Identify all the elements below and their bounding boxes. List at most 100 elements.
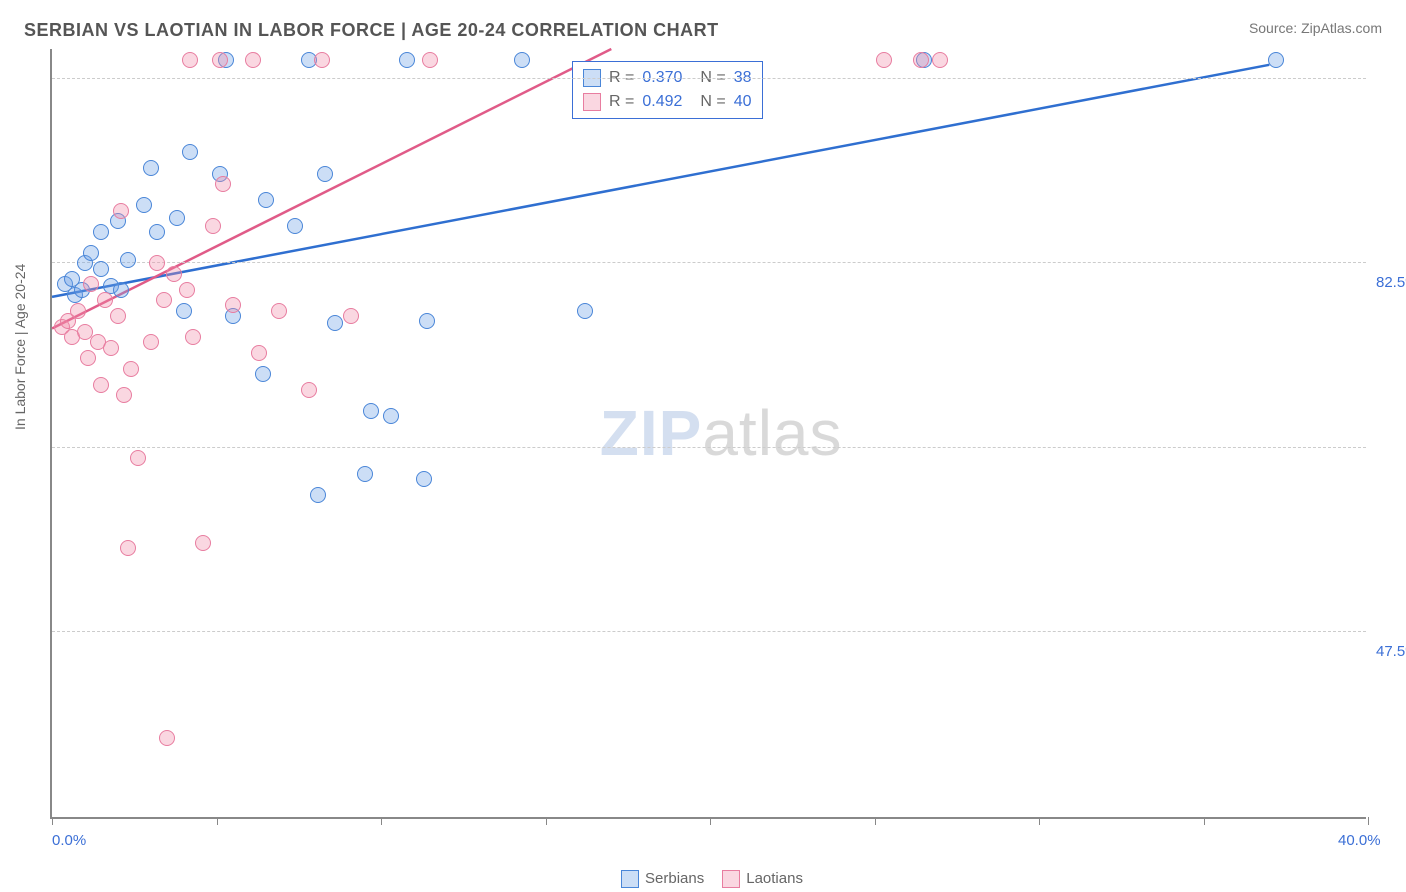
data-point [913, 52, 929, 68]
legend-swatch [583, 93, 601, 111]
x-tick [381, 817, 382, 825]
x-tick [52, 817, 53, 825]
legend-row: R = 0.492 N = 40 [583, 90, 752, 114]
data-point [301, 382, 317, 398]
data-point [130, 450, 146, 466]
data-point [159, 730, 175, 746]
y-tick-label: 82.5% [1376, 274, 1406, 291]
data-point [514, 52, 530, 68]
data-point [258, 192, 274, 208]
gridline [52, 447, 1366, 448]
x-tick [217, 817, 218, 825]
data-point [225, 297, 241, 313]
data-point [422, 52, 438, 68]
legend-r-label: R = [609, 90, 634, 114]
data-point [182, 52, 198, 68]
trend-line [52, 49, 611, 329]
data-point [156, 292, 172, 308]
legend-n-label: N = [700, 90, 725, 114]
data-point [577, 303, 593, 319]
data-point [83, 276, 99, 292]
data-point [149, 255, 165, 271]
data-point [287, 218, 303, 234]
data-point [251, 345, 267, 361]
x-tick-label: 40.0% [1338, 832, 1381, 849]
data-point [185, 329, 201, 345]
chart-source: Source: ZipAtlas.com [1249, 20, 1382, 36]
x-tick [875, 817, 876, 825]
data-point [399, 52, 415, 68]
plot-area: ZIPatlas R =0.370N =38R =0.492N =40 47.5… [50, 49, 1366, 819]
data-point [93, 224, 109, 240]
data-point [143, 334, 159, 350]
data-point [317, 166, 333, 182]
data-point [271, 303, 287, 319]
data-point [1268, 52, 1284, 68]
data-point [166, 266, 182, 282]
data-point [205, 218, 221, 234]
bottom-legend-label: Laotians [746, 870, 803, 887]
y-axis-label: In Labor Force | Age 20-24 [12, 264, 28, 430]
header: SERBIAN VS LAOTIAN IN LABOR FORCE | AGE … [0, 0, 1406, 49]
watermark-part2: atlas [702, 397, 842, 469]
data-point [120, 252, 136, 268]
gridline [52, 631, 1366, 632]
bottom-legend-swatch [621, 870, 639, 888]
data-point [383, 408, 399, 424]
data-point [93, 377, 109, 393]
data-point [116, 387, 132, 403]
data-point [419, 313, 435, 329]
gridline [52, 262, 1366, 263]
data-point [113, 282, 129, 298]
data-point [97, 292, 113, 308]
data-point [245, 52, 261, 68]
data-point [343, 308, 359, 324]
data-point [255, 366, 271, 382]
x-tick [546, 817, 547, 825]
data-point [195, 535, 211, 551]
data-point [314, 52, 330, 68]
x-tick [1039, 817, 1040, 825]
data-point [182, 144, 198, 160]
data-point [110, 308, 126, 324]
data-point [363, 403, 379, 419]
data-point [327, 315, 343, 331]
data-point [932, 52, 948, 68]
data-point [83, 245, 99, 261]
data-point [136, 197, 152, 213]
chart-container: SERBIAN VS LAOTIAN IN LABOR FORCE | AGE … [0, 0, 1406, 892]
data-point [212, 52, 228, 68]
legend-n-value: 40 [734, 90, 752, 114]
bottom-legend: SerbiansLaotians [0, 870, 1406, 888]
chart-title: SERBIAN VS LAOTIAN IN LABOR FORCE | AGE … [24, 20, 719, 41]
data-point [357, 466, 373, 482]
data-point [215, 176, 231, 192]
data-point [179, 282, 195, 298]
data-point [876, 52, 892, 68]
data-point [103, 340, 119, 356]
data-point [120, 540, 136, 556]
data-point [93, 261, 109, 277]
x-tick [1368, 817, 1369, 825]
stats-legend-box: R =0.370N =38R =0.492N =40 [572, 61, 763, 119]
data-point [143, 160, 159, 176]
trend-lines [52, 49, 1368, 819]
data-point [176, 303, 192, 319]
data-point [80, 350, 96, 366]
data-point [149, 224, 165, 240]
data-point [416, 471, 432, 487]
data-point [113, 203, 129, 219]
data-point [310, 487, 326, 503]
x-tick-label: 0.0% [52, 832, 86, 849]
watermark: ZIPatlas [600, 396, 843, 470]
data-point [123, 361, 139, 377]
data-point [169, 210, 185, 226]
x-tick [1204, 817, 1205, 825]
y-tick-label: 47.5% [1376, 643, 1406, 660]
x-tick [710, 817, 711, 825]
data-point [70, 303, 86, 319]
bottom-legend-swatch [722, 870, 740, 888]
legend-r-value: 0.492 [642, 90, 682, 114]
gridline [52, 78, 1366, 79]
watermark-part1: ZIP [600, 397, 703, 469]
